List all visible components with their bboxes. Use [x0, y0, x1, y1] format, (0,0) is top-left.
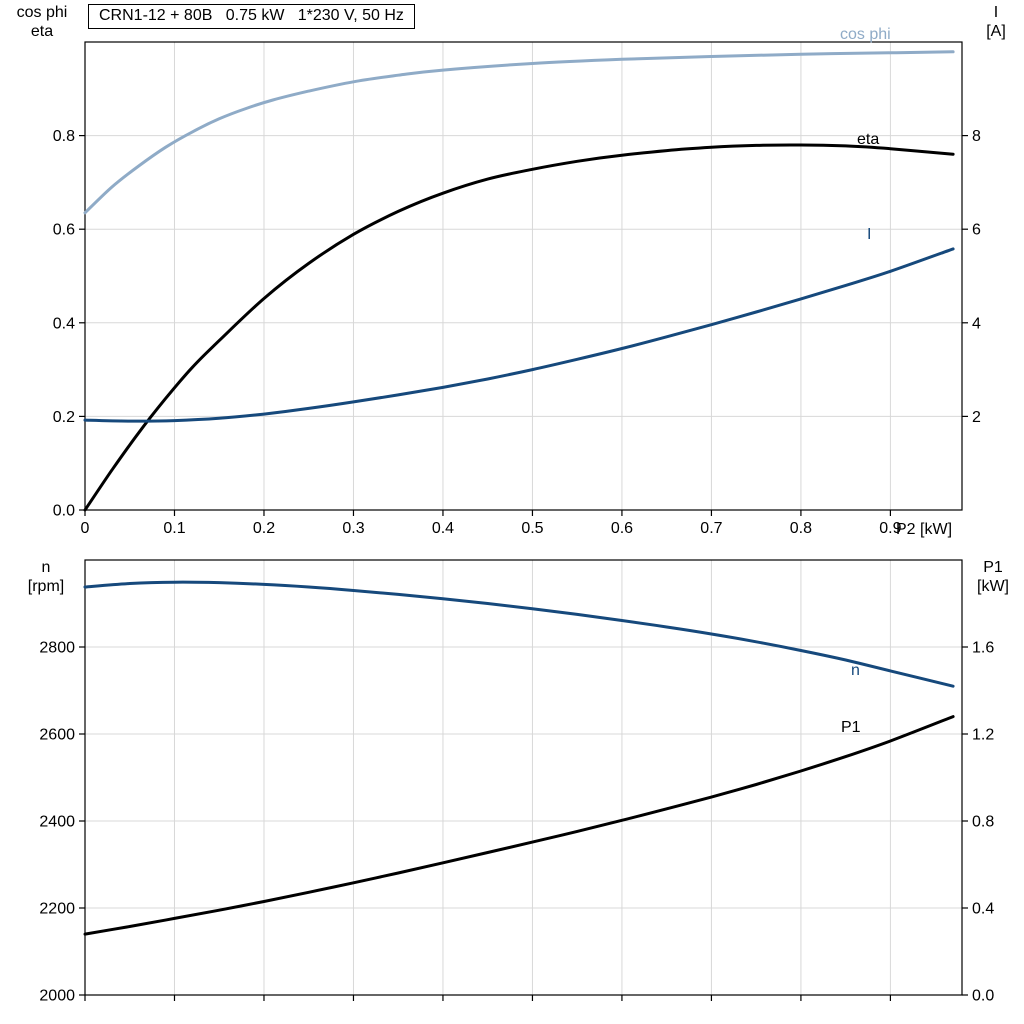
plot-border — [84, 41, 963, 511]
bottom-left-axis-title-line1: n — [41, 559, 51, 576]
x-tick-label: 0 — [81, 520, 90, 537]
chart-title-box: CRN1-12 + 80B 0.75 kW 1*230 V, 50 Hz — [88, 4, 415, 29]
left-tick-label: 0.8 — [53, 128, 75, 145]
top-left-axis-title-line2: eta — [30, 23, 54, 40]
left-tick-label: 2200 — [39, 901, 75, 918]
top-right-axis-title: I [A] — [972, 3, 1020, 41]
right-tick-label: 8 — [972, 128, 981, 145]
left-tick-label: 2600 — [39, 727, 75, 744]
series-curve-eta — [83, 143, 955, 512]
bottom-left-axis-title: n [rpm] — [12, 558, 80, 596]
curve-label-cos-phi: cos phi — [840, 26, 891, 43]
left-tick-label: 0.6 — [53, 222, 75, 239]
left-tick-label: 0.0 — [53, 503, 75, 520]
right-tick-label: 4 — [972, 315, 981, 332]
top-left-axis-title-line1: cos phi — [16, 4, 68, 21]
series-curve-i — [83, 247, 955, 423]
right-tick-label: 6 — [972, 222, 981, 239]
x-tick-label: 0.4 — [432, 520, 454, 537]
right-tick-label: 0.0 — [972, 988, 994, 1005]
left-tick-label: 2000 — [39, 988, 75, 1005]
curve-label-eta: eta — [857, 131, 880, 148]
x-tick-label: 0.8 — [790, 520, 812, 537]
series-curve-n — [83, 580, 955, 688]
curve-label-speed: n — [851, 662, 860, 679]
x-tick-label: 0.7 — [700, 520, 722, 537]
curve-label-p1: P1 — [841, 719, 861, 736]
right-tick-label: 0.4 — [972, 901, 994, 918]
x-tick-label: 0.5 — [521, 520, 543, 537]
plot-border — [84, 559, 963, 996]
right-tick-label: 1.2 — [972, 727, 994, 744]
left-tick-label: 0.2 — [53, 409, 75, 426]
bottom-right-axis-title: P1 [kW] — [964, 558, 1022, 596]
left-tick-label: 0.4 — [53, 315, 75, 332]
bottom-right-axis-title-line1: P1 — [983, 559, 1003, 576]
top-left-axis-title: cos phi eta — [4, 3, 80, 41]
x-tick-label: 0.6 — [611, 520, 633, 537]
right-tick-label: 0.8 — [972, 814, 994, 831]
x-tick-label: 0.9 — [879, 520, 901, 537]
bottom-left-axis-title-line2: [rpm] — [27, 578, 65, 595]
left-tick-label: 2800 — [39, 640, 75, 657]
curve-label-current: I — [867, 226, 872, 243]
top-right-axis-title-line2: [A] — [986, 23, 1006, 40]
x-tick-label: 0.2 — [253, 520, 275, 537]
series-curve-p1 — [83, 715, 955, 936]
right-tick-label: 2 — [972, 409, 981, 426]
x-axis-unit-label: P2 [kW] — [896, 521, 953, 538]
bottom-right-axis-title-line2: [kW] — [977, 578, 1009, 595]
right-tick-label: 1.6 — [972, 640, 994, 657]
series-curve-cos-phi — [83, 50, 955, 215]
left-tick-label: 2400 — [39, 814, 75, 831]
x-tick-label: 0.3 — [342, 520, 364, 537]
top-right-axis-title-line1: I — [993, 4, 999, 21]
x-tick-label: 0.1 — [163, 520, 185, 537]
